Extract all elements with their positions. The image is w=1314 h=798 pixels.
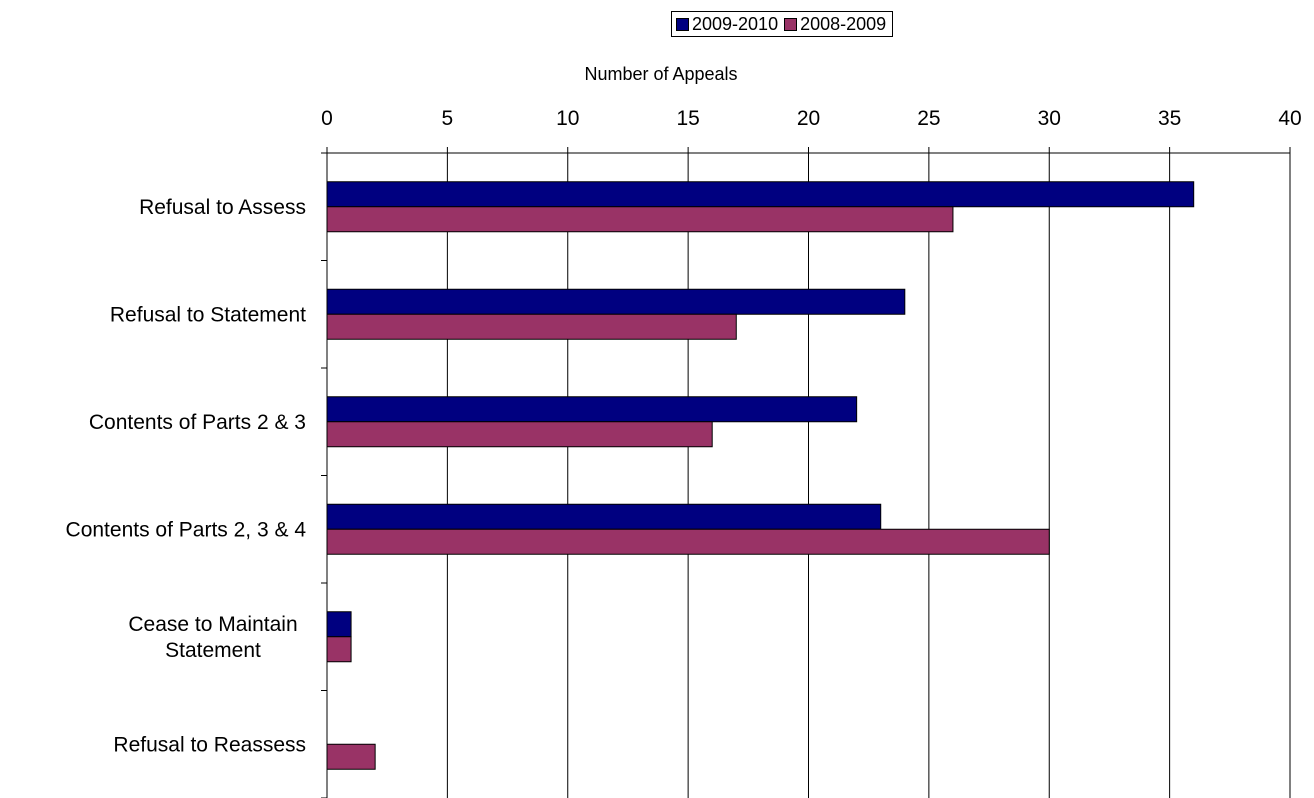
x-tick-label: 30 <box>1038 107 1061 130</box>
category-label: Contents of Parts 2 & 3 <box>89 411 306 434</box>
bar-2008-2009 <box>326 313 737 340</box>
bar-2009-2010 <box>326 611 352 638</box>
category-label: Contents of Parts 2, 3 & 4 <box>66 518 307 541</box>
bar-2009-2010 <box>326 503 882 530</box>
category-label: Refusal to Reassess <box>113 733 306 756</box>
x-tick-label: 35 <box>1158 107 1181 130</box>
x-axis-title: Number of Appeals <box>584 64 738 84</box>
category-label: Refusal to Statement <box>110 303 306 326</box>
legend-item-series-2: 2008-2009 <box>784 14 886 35</box>
legend-label-series-2: 2008-2009 <box>800 13 887 34</box>
bar-2008-2009 <box>326 528 1050 555</box>
x-tick-label: 20 <box>797 107 820 130</box>
x-tick-label: 40 <box>1278 107 1301 130</box>
category-label: Cease to Maintain <box>128 613 297 636</box>
category-label: Refusal to Assess <box>139 196 306 219</box>
legend-item-series-1: 2009-2010 <box>676 14 778 35</box>
bar-2008-2009 <box>326 636 352 663</box>
category-label: Statement <box>165 639 261 662</box>
x-tick-label: 5 <box>442 107 454 130</box>
bar-2008-2009 <box>326 206 954 233</box>
bar-2008-2009 <box>326 743 376 770</box>
legend-swatch-series-1 <box>676 17 689 31</box>
x-tick-label: 15 <box>676 107 699 130</box>
x-tick-label: 0 <box>321 107 333 130</box>
legend-label-series-1: 2009-2010 <box>692 13 779 34</box>
bar-2009-2010 <box>326 181 1195 208</box>
bar-2009-2010 <box>326 396 858 423</box>
bar-2009-2010 <box>326 288 906 315</box>
x-tick-label: 25 <box>917 107 940 130</box>
x-tick-label: 10 <box>556 107 579 130</box>
chart-legend: 2009-2010 2008-2009 <box>671 11 894 37</box>
bar-2008-2009 <box>326 421 713 448</box>
legend-swatch-series-2 <box>784 17 798 31</box>
